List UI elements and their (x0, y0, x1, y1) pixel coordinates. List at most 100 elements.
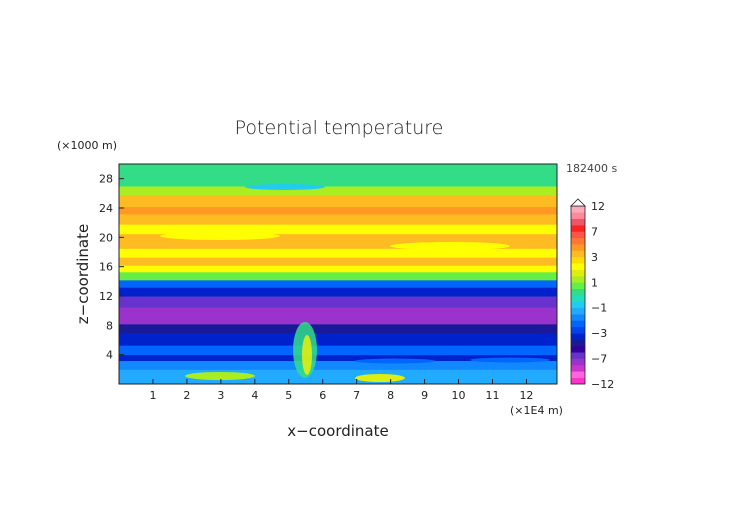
colorbar: 12 7 3 1 −1 −3 −7 −12 (570, 198, 614, 391)
x-tick-label: 5 (285, 389, 292, 402)
colorbar-label: −1 (591, 302, 607, 315)
colorbar-cell (571, 256, 585, 264)
colorbar-cell (571, 225, 585, 232)
x-tick-label: 7 (353, 389, 360, 402)
contour-band-9 (119, 279, 557, 288)
y-axis-ticks: 4 8 12 16 20 24 28 (99, 173, 124, 362)
contour-band-20 (119, 164, 557, 187)
central-disturbance-core (302, 335, 312, 375)
colorbar-extend-arrow (570, 198, 586, 207)
colorbar-cell (571, 250, 585, 258)
y-tick-label: 16 (99, 261, 113, 274)
x-tick-label: 6 (319, 389, 326, 402)
y-unit-label: (×1000 m) (57, 139, 117, 152)
colorbar-cell (571, 320, 585, 328)
plot-frame (118, 163, 558, 385)
colorbar-cell (571, 345, 585, 353)
colorbar-cell (571, 206, 585, 213)
contour-band-16 (119, 213, 557, 225)
y-tick-label: 12 (99, 290, 113, 303)
contour-bands (119, 164, 557, 385)
x-tick-label: 1 (149, 389, 156, 402)
blue-lens-low (355, 358, 435, 364)
colorbar-cell (571, 364, 585, 372)
contour-band-10 (119, 271, 557, 281)
x-unit-label: (×1E4 m) (510, 404, 563, 417)
colorbar-cell (571, 301, 585, 309)
mid-yellow-streak (160, 232, 280, 240)
colorbar-cell (571, 269, 585, 277)
colorbar-label: 7 (591, 225, 598, 238)
y-tick-label: 20 (99, 231, 113, 244)
colorbar-cell (571, 295, 585, 302)
x-tick-label: 8 (387, 389, 394, 402)
x-axis-label: x−coordinate (287, 422, 388, 440)
y-tick-label: 4 (106, 349, 113, 362)
colorbar-cell (571, 314, 585, 321)
y-tick-label: 28 (99, 173, 113, 186)
contour-band-0 (119, 369, 557, 385)
colorbar-cell (571, 263, 585, 270)
y-axis-label: z−coordinate (74, 224, 92, 324)
contour-band-8 (119, 287, 557, 297)
colorbar-cell (571, 212, 585, 220)
contour-band-4 (119, 332, 557, 346)
colorbar-label: −7 (591, 353, 607, 366)
colorbar-label: −3 (591, 327, 607, 340)
colorbar-label: −12 (591, 378, 614, 391)
colorbar-label: 12 (591, 200, 605, 213)
low-yellow-patch (185, 372, 255, 380)
x-tick-label: 3 (217, 389, 224, 402)
contour-band-7 (119, 296, 557, 308)
contour-band-2 (119, 354, 557, 362)
colorbar-label: 1 (591, 276, 598, 289)
x-tick-label: 2 (183, 389, 190, 402)
colorbar-cell (571, 231, 585, 239)
colorbar-cell (571, 326, 585, 334)
x-tick-label: 9 (421, 389, 428, 402)
low-yellow-patch-2 (355, 374, 405, 382)
blue-lens-low-2 (470, 357, 550, 363)
contour-band-3 (119, 345, 557, 356)
contour-band-17 (119, 206, 557, 215)
colorbar-cell (571, 371, 585, 378)
upper-cyan-lens (245, 184, 325, 190)
colorbar-cell (571, 218, 585, 226)
x-tick-label: 12 (519, 389, 533, 402)
colorbar-cell (571, 282, 585, 289)
colorbar-cell (571, 288, 585, 296)
colorbar-cell (571, 358, 585, 366)
contour-band-12 (119, 257, 557, 266)
y-tick-label: 8 (106, 319, 113, 332)
contour-features (160, 184, 550, 382)
colorbar-cell (571, 377, 585, 385)
x-tick-label: 10 (452, 389, 466, 402)
colorbar-cell (571, 339, 585, 347)
contour-band-1 (119, 360, 557, 370)
colorbar-cell (571, 352, 585, 359)
colorbar-cell (571, 307, 585, 315)
x-axis-ticks: 1 2 3 4 5 6 7 8 9 10 11 12 (149, 379, 533, 402)
contour-band-19 (119, 186, 557, 196)
colorbar-label: 3 (591, 251, 598, 264)
contour-band-5 (119, 323, 557, 334)
contour-band-6 (119, 307, 557, 325)
colorbar-cell (571, 333, 585, 340)
contour-band-11 (119, 265, 557, 273)
colorbar-labels: 12 7 3 1 −1 −3 −7 −12 (591, 200, 614, 391)
colorbar-cell (571, 237, 585, 245)
chart-title: Potential temperature (235, 117, 444, 139)
x-tick-label: 11 (485, 389, 499, 402)
contour-band-13 (119, 248, 557, 258)
x-tick-label: 4 (251, 389, 258, 402)
contour-band-15 (119, 224, 557, 235)
colorbar-cells (570, 198, 586, 385)
colorbar-cell (571, 275, 585, 283)
contour-band-18 (119, 194, 557, 208)
time-label: 182400 s (566, 162, 617, 175)
mid-yellow-streak-2 (390, 242, 510, 250)
y-tick-label: 24 (99, 202, 113, 215)
colorbar-cell (571, 244, 585, 251)
